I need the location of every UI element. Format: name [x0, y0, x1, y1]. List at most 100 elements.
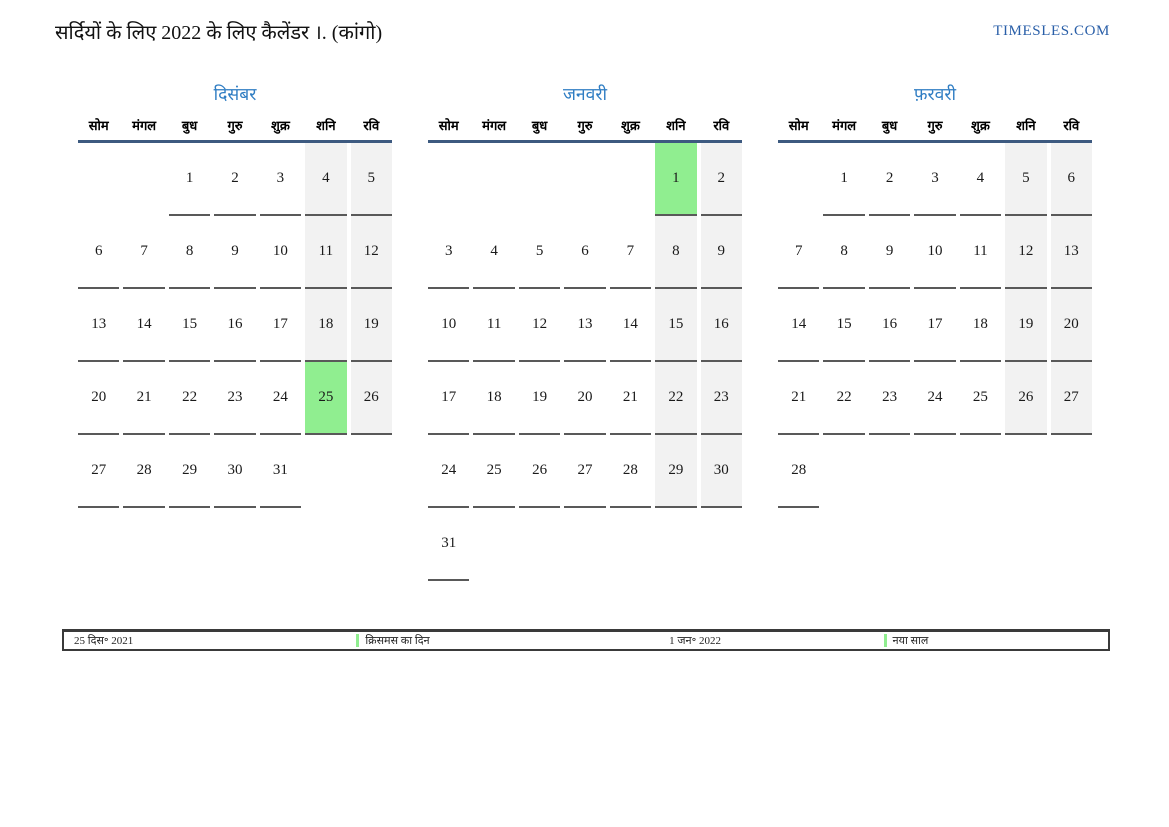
day-cell: 28 [123, 435, 165, 508]
day-cell: 24 [259, 362, 302, 435]
holiday-marker-icon [356, 634, 360, 647]
empty-cell [519, 143, 560, 216]
empty-cell [78, 143, 119, 216]
day-cell: 26 [350, 362, 392, 435]
month-calendar: जनवरी सोम मंगल बुध गुरु शुक्र शनि रवि 1 2 3 4 5 6 7 8 9 1… [428, 82, 742, 581]
legend-label: क्रिसमस का दिन [365, 635, 430, 647]
weekday-header: शनि [666, 118, 686, 133]
page-title: सर्दियों के लिए 2022 के लिए कैलेंडर ।. (… [55, 22, 383, 44]
empty-cell [564, 508, 605, 581]
day-cell: 14 [123, 289, 165, 362]
day-cell: 5 [1005, 143, 1047, 216]
day-cell: 20 [564, 362, 606, 435]
day-cell: 10 [914, 216, 956, 289]
day-cell: 13 [564, 289, 606, 362]
legend-label: नया साल [892, 635, 929, 647]
legend-bar: 25 दिस॰ 2021 क्रिसमस का दिन 1 जन॰ 2022 न… [62, 629, 1110, 651]
day-cell: 21 [609, 362, 652, 435]
day-cell: 23 [700, 362, 742, 435]
legend-date: 1 जन॰ 2022 [669, 635, 722, 647]
day-cell: 2 [214, 143, 256, 216]
month-calendar: दिसंबर सोम मंगल बुध गुरु शुक्र शनि रवि 1 2 3 4 5 6 7 8 9… [78, 82, 392, 581]
weekday-header: शनि [1016, 118, 1036, 133]
day-cell: 31 [428, 508, 470, 581]
day-cell: 26 [1005, 362, 1047, 435]
empty-cell [610, 508, 651, 581]
day-cell: 23 [868, 362, 911, 435]
day-cell: 1 [168, 143, 211, 216]
day-cell: 9 [700, 216, 742, 289]
day-cell: 27 [564, 435, 606, 508]
month-calendar: फ़रवरी सोम मंगल बुध गुरु शुक्र शनि रवि 1 2 3 4 5 6 7 8 9… [778, 82, 1092, 581]
month-title: फ़रवरी [913, 84, 957, 104]
weekday-header: गुरु [227, 118, 243, 133]
month-title: दिसंबर [213, 84, 257, 104]
day-cell: 3 [428, 216, 470, 289]
day-cell: 10 [259, 216, 302, 289]
day-cell: 20 [78, 362, 120, 435]
day-cell: 15 [655, 289, 697, 362]
day-cell: 8 [168, 216, 211, 289]
day-cell: 25 [473, 435, 515, 508]
day-cell: 7 [609, 216, 652, 289]
day-cell: 12 [518, 289, 561, 362]
empty-cell [778, 143, 819, 216]
weekday-header: सोम [438, 118, 459, 133]
day-cell: 5 [518, 216, 561, 289]
day-cell: 13 [1050, 216, 1092, 289]
day-cell: 29 [655, 435, 697, 508]
weekday-header: बुध [531, 118, 548, 133]
empty-cell [351, 435, 392, 508]
day-cell: 14 [778, 289, 820, 362]
day-cell: 4 [473, 216, 515, 289]
site-link[interactable]: TIMESLES.COM [993, 23, 1110, 39]
day-cell: 3 [914, 143, 956, 216]
day-cell: 15 [823, 289, 865, 362]
day-cell: 1 [823, 143, 865, 216]
empty-cell [428, 143, 469, 216]
empty-cell [305, 435, 346, 508]
day-cell: 16 [868, 289, 911, 362]
day-cell: 10 [428, 289, 470, 362]
day-cell: 24 [428, 435, 470, 508]
date-grid: 1 2 3 4 5 6 7 8 9 10 11 12 13 14 15 16 17 18 19 20 21 22 23 24 2… [428, 143, 742, 581]
day-cell: 6 [564, 216, 606, 289]
day-cell: 9 [868, 216, 911, 289]
day-cell: 25 [959, 362, 1002, 435]
weekday-header: शुक्र [621, 118, 640, 133]
day-cell: 17 [914, 289, 956, 362]
empty-cell [473, 508, 514, 581]
day-cell: 20 [1050, 289, 1092, 362]
day-cell: 2 [868, 143, 911, 216]
date-grid: 1 2 3 4 5 6 7 8 9 10 11 12 13 14 15 16 17 18 19 20 21 22 23 24 2… [778, 143, 1092, 508]
weekday-header-row: सोम मंगल बुध गुरु शुक्र शनि रवि [778, 110, 1092, 143]
day-cell: 21 [123, 362, 165, 435]
day-cell: 4 [959, 143, 1002, 216]
empty-cell [473, 143, 514, 216]
day-cell: 22 [823, 362, 865, 435]
day-cell: 24 [914, 362, 956, 435]
day-cell: 1 [655, 143, 697, 216]
empty-cell [564, 143, 605, 216]
weekday-header: सोम [788, 118, 809, 133]
weekday-header: बुध [881, 118, 898, 133]
day-cell: 11 [959, 216, 1002, 289]
day-cell: 28 [778, 435, 820, 508]
day-cell: 12 [350, 216, 392, 289]
legend-holiday: नया साल [883, 633, 1108, 648]
weekday-header: रवि [363, 118, 380, 133]
day-cell: 30 [214, 435, 256, 508]
day-cell: 18 [473, 362, 515, 435]
legend-date: 25 दिस॰ 2021 [74, 635, 134, 647]
weekday-header: रवि [1063, 118, 1080, 133]
day-cell: 2 [700, 143, 742, 216]
day-cell: 18 [959, 289, 1002, 362]
day-cell: 30 [700, 435, 742, 508]
day-cell: 7 [778, 216, 820, 289]
day-cell: 29 [168, 435, 211, 508]
day-cell: 15 [168, 289, 211, 362]
empty-cell [701, 508, 742, 581]
day-cell: 13 [78, 289, 120, 362]
day-cell: 8 [823, 216, 865, 289]
weekday-header: शनि [316, 118, 336, 133]
